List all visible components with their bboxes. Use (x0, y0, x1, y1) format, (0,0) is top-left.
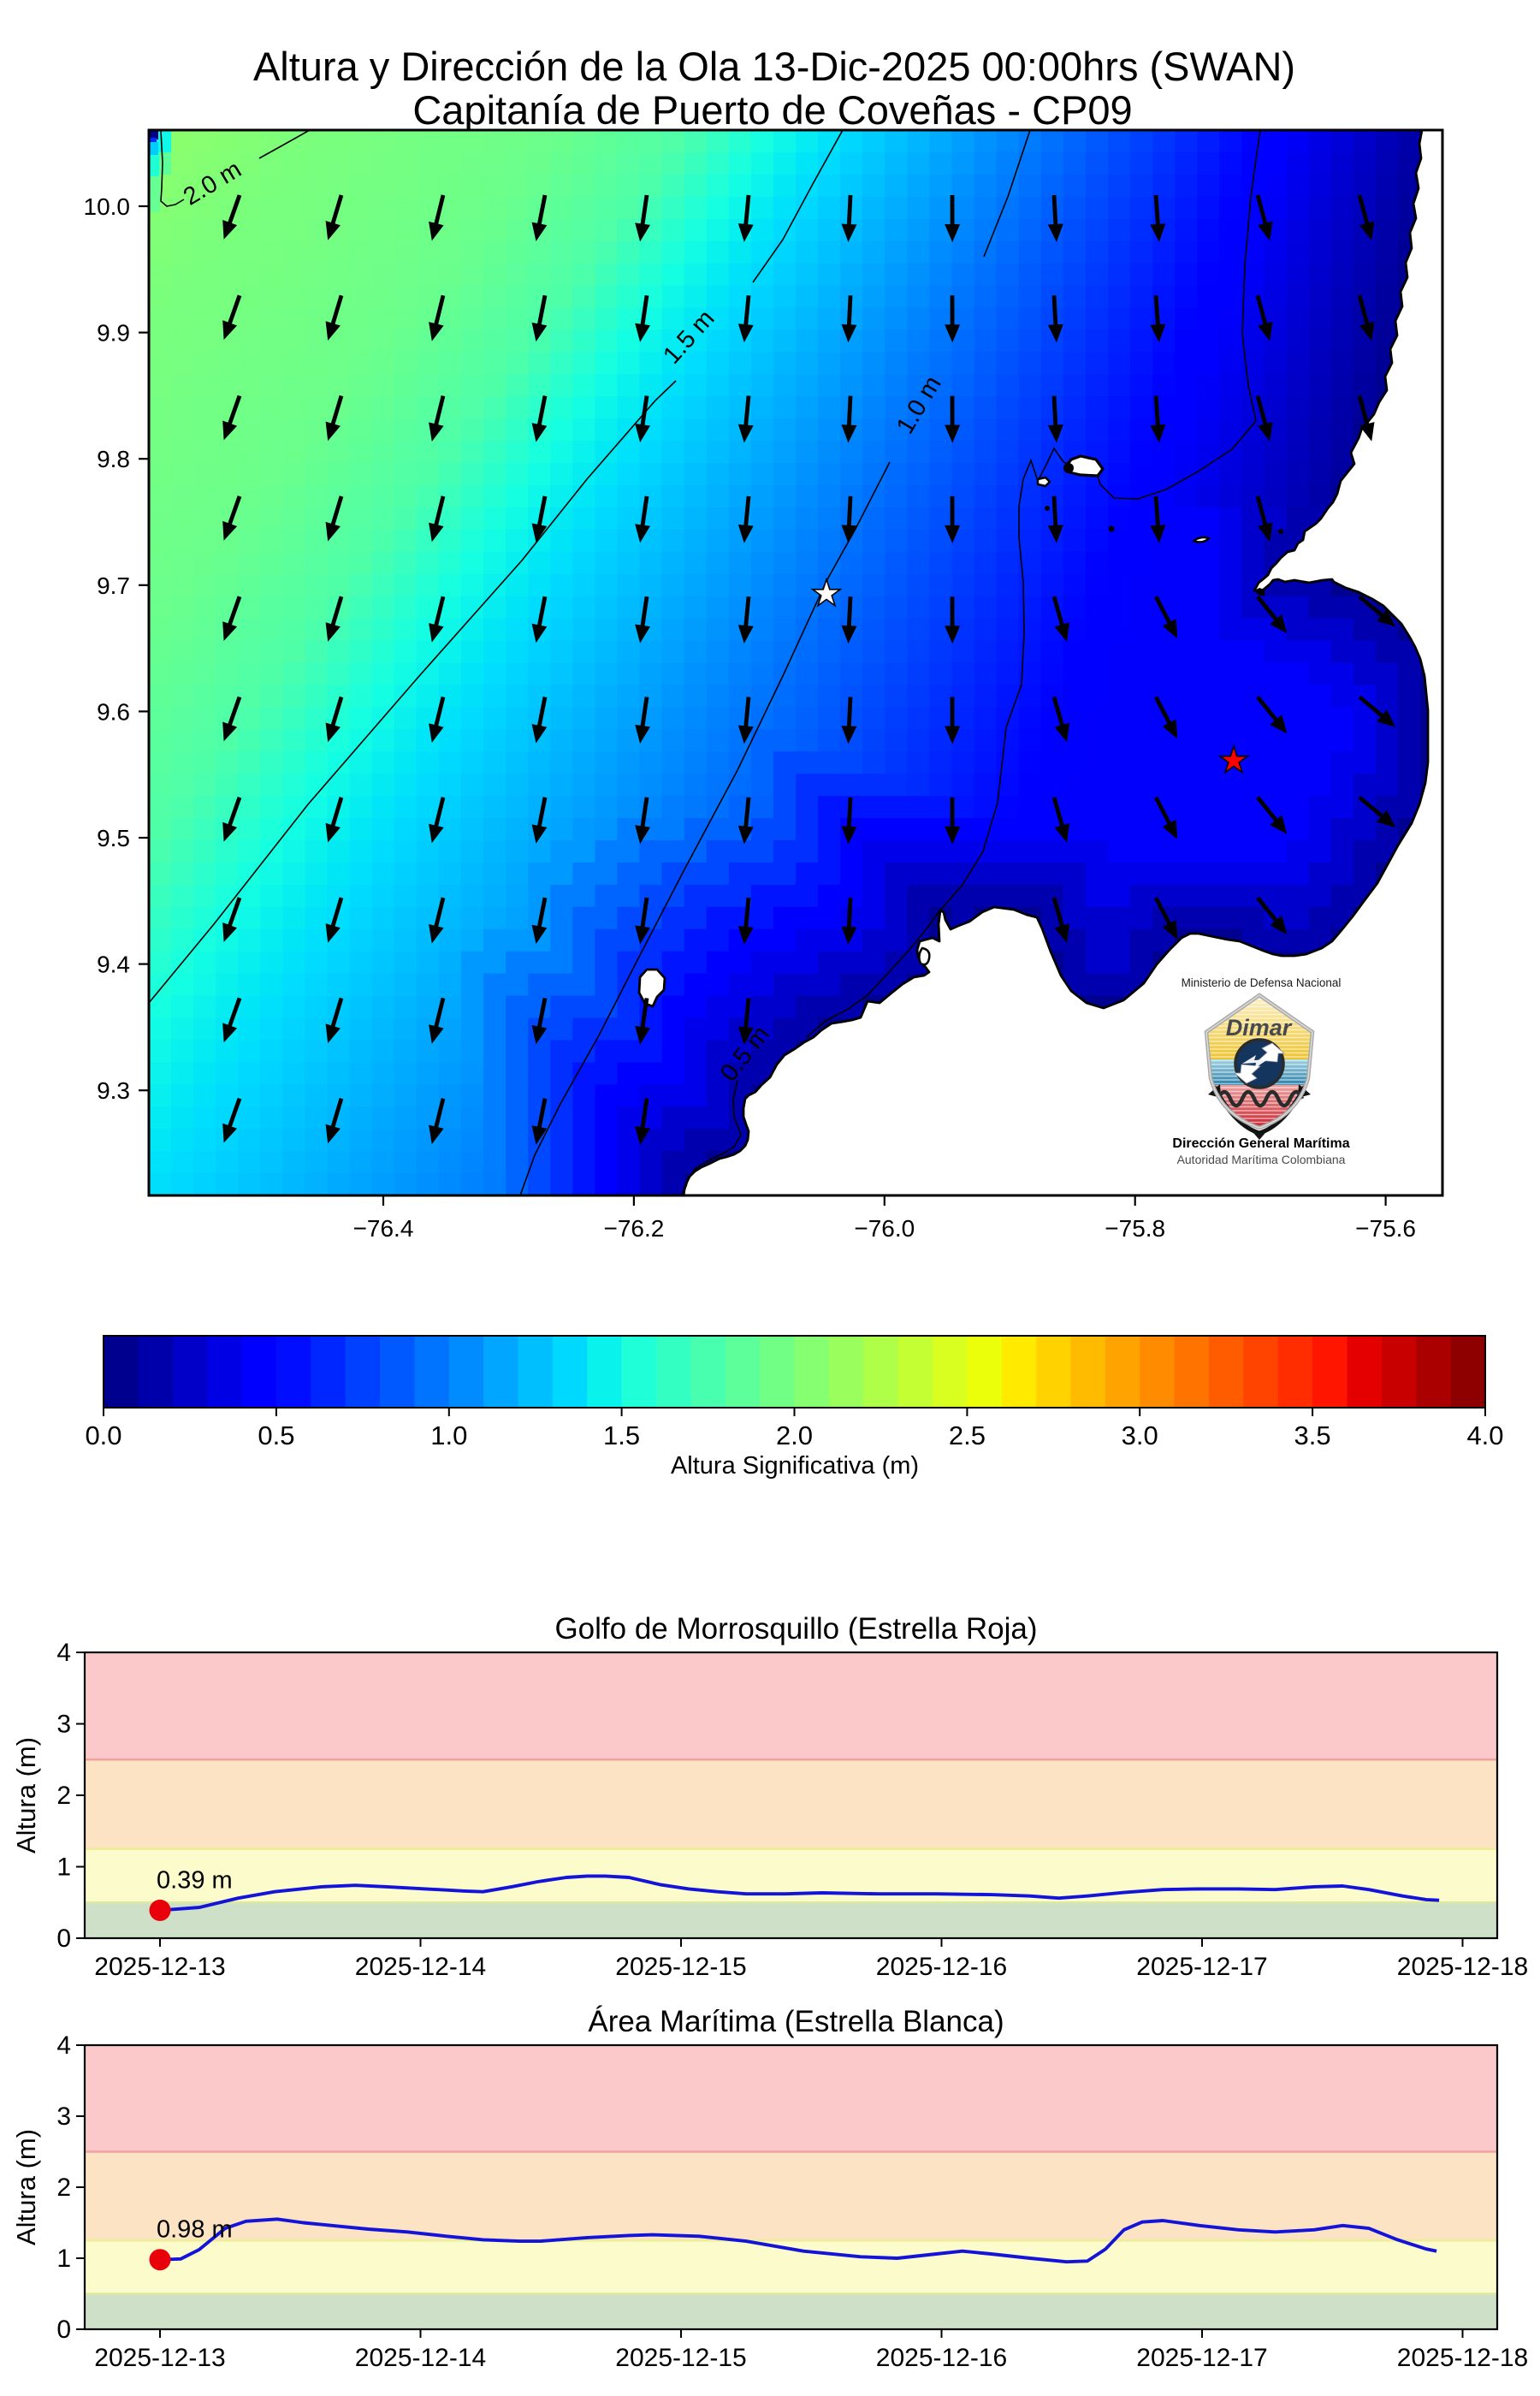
svg-text:0.39 m: 0.39 m (157, 1866, 233, 1894)
svg-text:3: 3 (56, 2102, 71, 2131)
svg-text:4: 4 (56, 2031, 71, 2060)
svg-text:−76.0: −76.0 (854, 1215, 915, 1242)
svg-text:9.7: 9.7 (97, 572, 130, 599)
svg-text:2025-12-14: 2025-12-14 (355, 2344, 486, 2372)
svg-text:2025-12-13: 2025-12-13 (94, 2344, 225, 2372)
svg-text:4.0: 4.0 (1466, 1420, 1503, 1450)
svg-text:2: 2 (56, 1782, 71, 1810)
svg-text:3.5: 3.5 (1294, 1420, 1331, 1450)
svg-text:0: 0 (56, 2316, 71, 2344)
svg-text:2025-12-17: 2025-12-17 (1136, 1953, 1267, 1981)
svg-text:Altura (m): Altura (m) (11, 1737, 41, 1853)
svg-text:Altura y Dirección de la Ola 1: Altura y Dirección de la Ola 13-Dic-2025… (253, 44, 1295, 89)
svg-text:Área Marítima (Estrella Blanca: Área Marítima (Estrella Blanca) (588, 2005, 1004, 2038)
svg-text:9.9: 9.9 (97, 320, 130, 347)
svg-text:2: 2 (56, 2174, 71, 2202)
svg-text:2025-12-16: 2025-12-16 (876, 2344, 1007, 2372)
svg-text:Autoridad Marítima Colombiana: Autoridad Marítima Colombiana (1177, 1153, 1346, 1166)
svg-text:2025-12-18: 2025-12-18 (1397, 2344, 1528, 2372)
svg-text:Dimar: Dimar (1226, 1015, 1293, 1041)
svg-text:2025-12-15: 2025-12-15 (615, 2344, 746, 2372)
svg-text:1: 1 (56, 1853, 71, 1882)
svg-text:Ministerio de Defensa Nacional: Ministerio de Defensa Nacional (1182, 976, 1342, 989)
svg-text:9.6: 9.6 (97, 698, 130, 725)
svg-text:9.5: 9.5 (97, 825, 130, 851)
svg-text:0.5: 0.5 (258, 1420, 294, 1450)
svg-text:2.0: 2.0 (776, 1420, 813, 1450)
svg-text:−75.6: −75.6 (1355, 1215, 1416, 1242)
svg-text:3: 3 (56, 1711, 71, 1739)
svg-text:Altura (m): Altura (m) (11, 2129, 41, 2245)
svg-text:2025-12-16: 2025-12-16 (876, 1953, 1007, 1981)
svg-text:Capitanía de Puerto de Coveñas: Capitanía de Puerto de Coveñas - CP09 (412, 87, 1132, 133)
svg-text:−76.4: −76.4 (353, 1215, 414, 1242)
svg-text:0: 0 (56, 1925, 71, 1953)
svg-text:9.4: 9.4 (97, 952, 130, 978)
svg-text:0.98 m: 0.98 m (157, 2216, 233, 2244)
svg-text:9.3: 9.3 (97, 1077, 130, 1104)
svg-text:Golfo de Morrosquillo (Estrell: Golfo de Morrosquillo (Estrella Roja) (554, 1612, 1037, 1646)
svg-text:1.0: 1.0 (430, 1420, 467, 1450)
svg-text:4: 4 (56, 1639, 71, 1667)
svg-text:9.8: 9.8 (97, 446, 130, 472)
svg-text:10.0: 10.0 (84, 193, 131, 220)
svg-text:3.0: 3.0 (1122, 1420, 1158, 1450)
svg-text:0.0: 0.0 (85, 1420, 121, 1450)
svg-text:−75.8: −75.8 (1105, 1215, 1165, 1242)
svg-text:Dirección General Marítima: Dirección General Marítima (1172, 1136, 1349, 1151)
svg-text:2025-12-18: 2025-12-18 (1397, 1953, 1528, 1981)
svg-text:2025-12-15: 2025-12-15 (615, 1953, 746, 1981)
svg-text:2025-12-13: 2025-12-13 (94, 1953, 225, 1981)
svg-text:2025-12-17: 2025-12-17 (1136, 2344, 1267, 2372)
svg-text:Altura Significativa (m): Altura Significativa (m) (671, 1452, 919, 1480)
svg-text:1.5: 1.5 (603, 1420, 640, 1450)
svg-text:2.5: 2.5 (949, 1420, 986, 1450)
svg-text:2025-12-14: 2025-12-14 (355, 1953, 486, 1981)
svg-text:1: 1 (56, 2245, 71, 2273)
svg-text:−76.2: −76.2 (603, 1215, 664, 1242)
